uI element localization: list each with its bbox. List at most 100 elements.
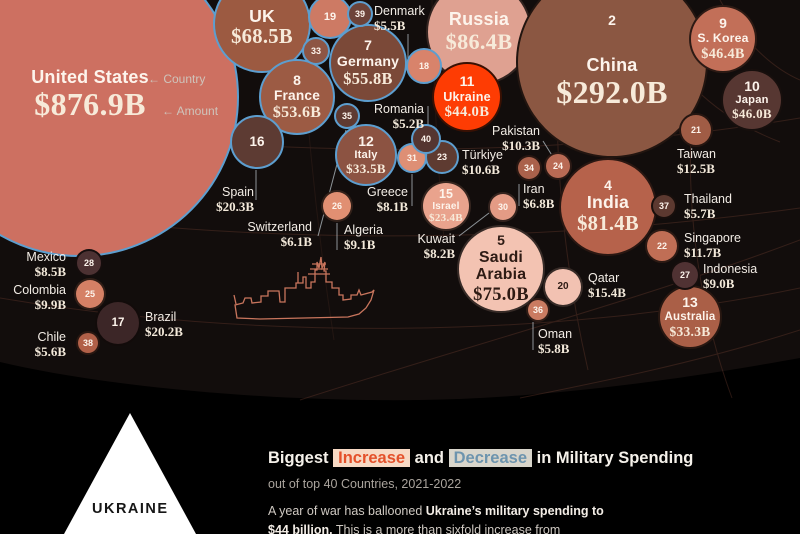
label-country: Switzerland	[247, 220, 312, 234]
amount-annotation: ← Amount	[162, 104, 219, 118]
bubble-switzerland: 35	[334, 103, 360, 129]
bubble-singapore: 22	[645, 229, 679, 263]
bubble-rank: 38	[82, 337, 93, 348]
bubble-labels: 24	[553, 161, 563, 171]
bubble-country: Israel	[432, 201, 460, 213]
label-switzerland: Switzerland $6.1B	[247, 220, 312, 249]
bubble-amount: $33.5B	[346, 160, 386, 176]
label-iran: Iran $6.8B	[523, 182, 555, 211]
bubble-labels: 21	[691, 125, 701, 135]
label-romania: Romania $5.2B	[374, 102, 424, 131]
bubble-country: India	[586, 192, 630, 213]
bubble-amount: $86.4B	[445, 28, 513, 54]
bubble-australia: 13 Australia $33.3B	[658, 285, 722, 349]
bubble-labels: 17	[112, 317, 125, 330]
bubble-labels: 23	[437, 152, 447, 162]
bubble-rank: 17	[111, 316, 125, 329]
para-text-2: This is a more than sixfold increase fro…	[332, 522, 561, 534]
bubble-labels: 38	[83, 338, 93, 348]
bubble-amount: $292.0B	[556, 74, 668, 110]
bubble-labels: 37	[659, 201, 669, 211]
label-algeria: Algeria $9.1B	[344, 223, 383, 252]
label-country: Indonesia	[703, 262, 758, 276]
bubble-thailand: 37	[651, 193, 677, 219]
label-country: Algeria	[344, 223, 383, 237]
bubble-qatar: 20	[543, 267, 583, 307]
label-amount: $6.8B	[523, 195, 555, 211]
label-amount: $20.3B	[216, 198, 254, 214]
label-amount: $15.4B	[588, 284, 626, 300]
bubble-rank: 18	[418, 60, 429, 71]
label-kuwait: Kuwait $8.2B	[417, 232, 455, 261]
bubble-labels: 11 Ukraine $44.0B	[443, 73, 491, 120]
bubble-rank: 15	[439, 187, 453, 202]
label-qatar: Qatar $15.4B	[588, 271, 626, 300]
label-country: Kuwait	[417, 232, 455, 246]
bubble-labels: 13 Australia $33.3B	[664, 295, 715, 339]
bubble-labels: 40	[421, 134, 431, 144]
footer-title-prefix: Biggest	[268, 449, 329, 467]
bubble-rank: 36	[532, 304, 543, 315]
bubble-rank-33: 33	[302, 37, 330, 65]
label-country: Spain	[222, 185, 254, 199]
bubble-rank: 12	[358, 132, 374, 149]
bubble-rank: 33	[310, 45, 321, 56]
bubble-country: Australia	[664, 310, 716, 323]
bubble-country: Germany	[336, 52, 400, 69]
bubble-saudi-arabia: 5 Saudi Arabia $75.0B	[457, 225, 545, 313]
bubble-amount: $81.4B	[577, 213, 639, 236]
bubble-amount: $53.6B	[272, 103, 322, 121]
mountain-label: UKRAINE	[92, 501, 169, 517]
label-thailand: Thailand $5.7B	[684, 192, 732, 221]
bubble-labels: 33	[311, 46, 321, 56]
label-brazil: Brazil $20.2B	[145, 310, 183, 339]
bubble-labels: 2 China $292.0B	[556, 12, 668, 111]
bubble-amount: $46.4B	[701, 45, 745, 62]
bubble-labels: 28	[84, 258, 94, 268]
bubble-rank-18: 18	[406, 48, 442, 84]
label-amount: $9.9B	[34, 296, 66, 312]
footer-title-middle: and	[414, 449, 445, 467]
bubble-country: UK	[249, 5, 275, 26]
bubble-labels: 39	[355, 9, 365, 19]
bubble-amount: $23.4B	[429, 212, 463, 225]
bubble-labels: 31	[407, 153, 417, 163]
label-greece: Greece $8.1B	[367, 185, 408, 214]
bubble-labels: 27	[680, 270, 690, 280]
bubble-country: China	[586, 54, 638, 75]
para-text-1: A year of war has ballooned	[268, 504, 426, 518]
bubble-labels: 9 S. Korea $46.4B	[697, 16, 748, 62]
bubble-amount: $68.5B	[231, 26, 293, 49]
label-country: Oman	[538, 327, 573, 341]
bubble-rank: 22	[656, 240, 667, 251]
bubble-israel: 15 Israel $23.4B	[421, 181, 471, 231]
bubble-rank: 28	[83, 257, 94, 268]
label-amount: $9.0B	[703, 275, 735, 291]
bubble-kuwait: 30	[488, 192, 518, 222]
label-country: Türkiye	[462, 148, 503, 162]
label-amount: $5.8B	[538, 340, 570, 356]
bubble-labels: 22	[657, 241, 667, 251]
bubble-labels: 16	[249, 134, 264, 149]
label-country: Colombia	[13, 283, 66, 297]
bubble-rank: 2	[608, 12, 616, 29]
bubble-rank: 7	[364, 37, 372, 54]
bubble-labels: 30	[498, 202, 508, 212]
label-amount: $5.5B	[374, 17, 406, 33]
bubble-rank: 10	[744, 77, 760, 94]
bubble-rank: 23	[436, 151, 447, 162]
label-amount: $8.2B	[423, 245, 455, 261]
label-country: Thailand	[684, 192, 732, 206]
bubble-romania: 40	[411, 124, 441, 154]
label-mexico: Mexico $8.5B	[26, 250, 66, 279]
label-country: Pakistan	[492, 124, 540, 138]
bubble-amount: $44.0B	[444, 103, 490, 120]
bubble-algeria: 26	[321, 190, 353, 222]
label-amount: $8.1B	[376, 198, 408, 214]
bubble-india: 4 India $81.4B	[559, 158, 657, 256]
bubble-rank: 27	[679, 269, 690, 280]
increase-highlight: Increase	[333, 449, 411, 467]
label-country: Denmark	[374, 4, 425, 18]
bubble-spain: 16	[230, 115, 284, 169]
bubble-labels: 20	[557, 281, 568, 292]
